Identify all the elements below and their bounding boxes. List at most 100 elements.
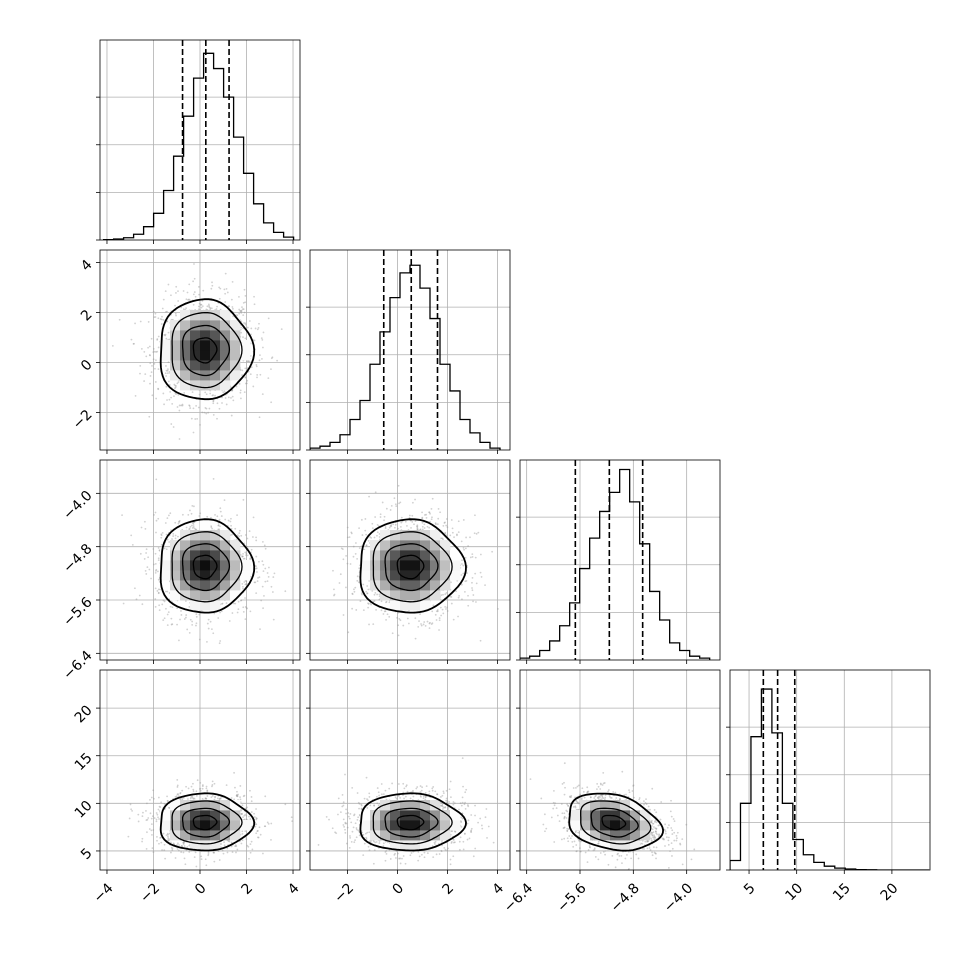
scatter-point [206,641,208,643]
density-cell [410,590,421,601]
histogram-steps [102,52,295,240]
density-cell [170,570,181,581]
scatter-point [257,326,260,329]
scatter-point [152,348,155,350]
scatter-point [260,337,263,340]
scatter-point [267,575,270,578]
density-cell [200,530,211,541]
scatter-point [188,632,191,634]
scatter-point [361,534,364,536]
scatter-point [165,548,168,551]
scatter-point [258,560,260,563]
scatter-point [141,837,144,840]
scatter-point [164,857,167,860]
scatter-point [160,318,163,321]
scatter-point [371,527,374,530]
scatter-point [457,615,459,618]
density-cell [160,550,171,561]
density-cell [190,560,201,571]
scatter-point [392,523,395,526]
scatter-point [192,522,195,525]
scatter-point [471,589,474,592]
scatter-point [456,534,458,537]
scatter-point [379,513,382,516]
density-cell [230,370,241,381]
scatter-point [241,830,244,833]
scatter-point [166,795,168,798]
scatter-point [150,823,153,826]
scatter-point [172,426,175,428]
scatter-point [164,522,167,524]
scatter-point [458,594,461,597]
scatter-point [469,556,472,559]
scatter-point [166,310,168,313]
scatter-point [406,617,409,620]
scatter-point [255,567,258,570]
scatter-point [397,527,399,530]
scatter-point [242,308,245,311]
scatter-point [437,507,440,510]
scatter-point [358,527,360,530]
density-cell [200,330,211,341]
scatter-point [231,533,233,536]
scatter-point [430,507,433,510]
density-cell [170,580,181,591]
scatter-point [243,391,246,394]
scatter-point [365,533,368,536]
scatter-point [204,391,207,394]
scatter-point [372,623,375,626]
scatter-point [162,619,165,622]
scatter-point [188,405,191,407]
scatter-point [182,308,185,311]
scatter-point [216,305,218,308]
scatter-point [157,335,160,338]
scatter-point [436,610,439,613]
scatter-point [242,606,245,609]
scatter-point [152,310,155,313]
density-cell [410,600,421,611]
scatter-point [157,388,160,391]
density-cell [200,590,211,601]
scatter-point [271,591,274,593]
density-cell [230,540,241,551]
scatter-point [179,618,181,621]
scatter-point [467,545,470,547]
density-cell [190,330,201,341]
scatter-point [249,610,252,613]
scatter-point [258,416,261,419]
scatter-point [445,524,448,527]
scatter-point [228,305,231,308]
scatter-point [170,294,172,297]
scatter-point [455,590,458,593]
scatter-point [180,844,183,847]
scatter-point [273,572,276,575]
scatter-point [270,401,273,404]
scatter-point [146,566,149,568]
density-cell [200,380,211,391]
scatter-point [438,617,441,619]
scatter-point [238,535,241,538]
scatter-point [416,527,419,530]
scatter-point [464,547,467,550]
scatter-point [376,524,379,526]
scatter-point [198,515,201,517]
scatter-point [234,527,237,530]
scatter-point [367,539,370,542]
scatter-point [241,832,244,835]
density-cell [190,320,201,331]
scatter-point [450,602,453,605]
scatter-point [201,305,204,308]
scatter-point [450,581,452,584]
scatter-point [366,592,369,595]
scatter-point [203,411,206,414]
scatter-point [167,800,169,803]
scatter-point [239,391,242,394]
scatter-point [183,618,186,620]
scatter-point [168,398,171,401]
density-cell [370,550,381,561]
density-contour [171,311,243,389]
scatter-point [417,625,420,628]
scatter-point [177,290,179,292]
scatter-point [393,497,396,500]
scatter-point [195,624,197,627]
